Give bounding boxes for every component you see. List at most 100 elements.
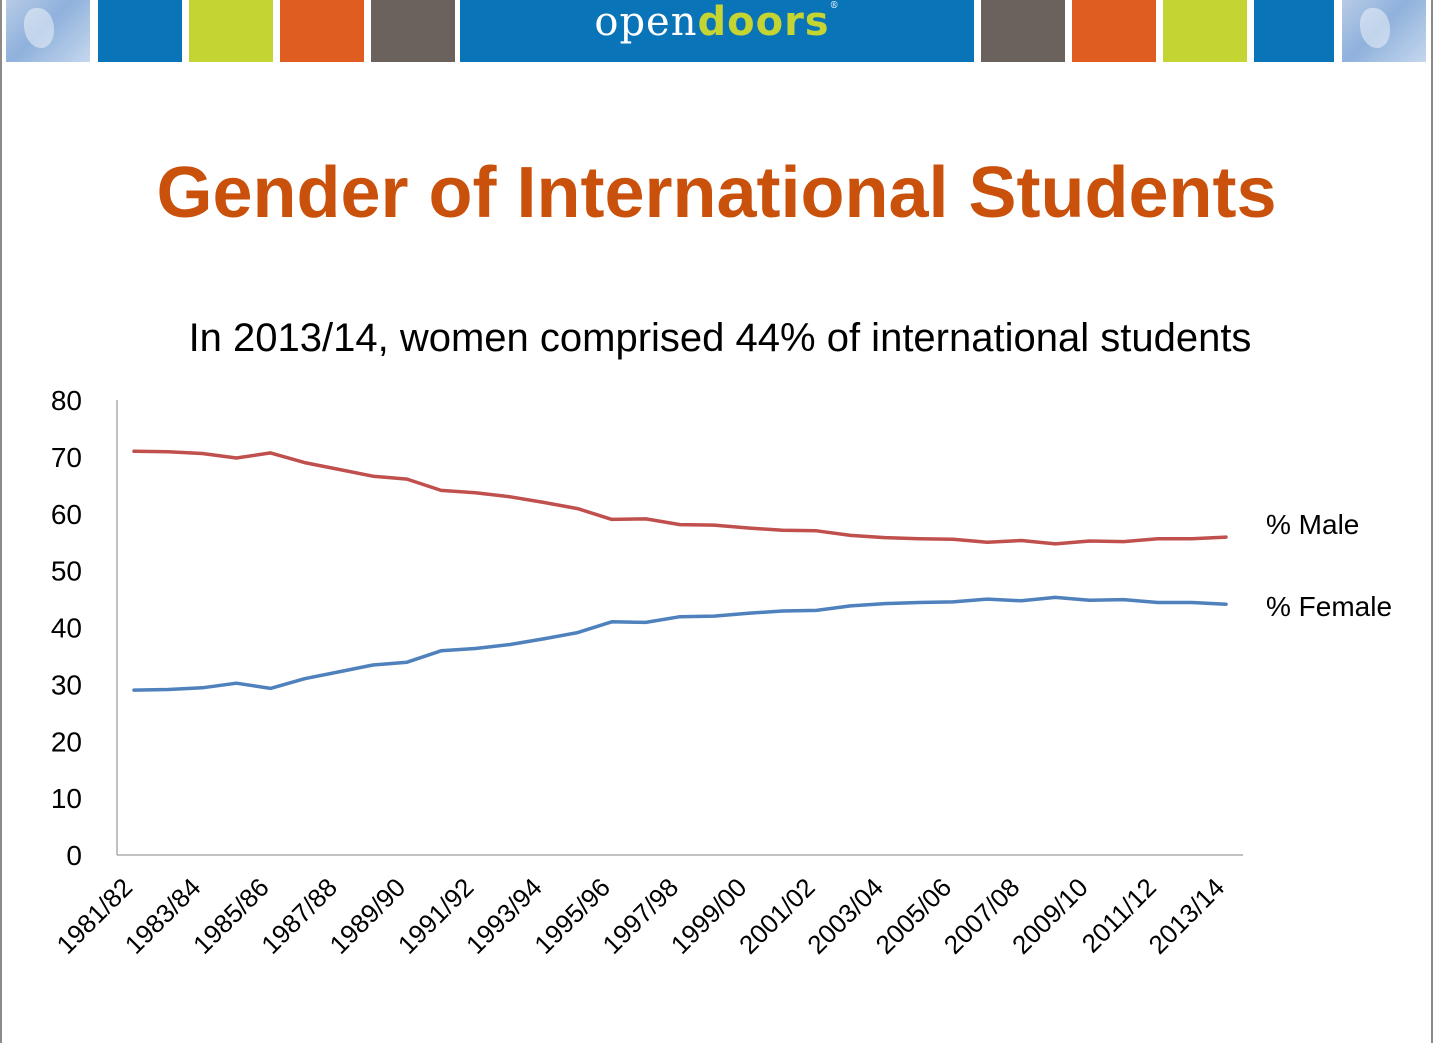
female-data-point: [644, 620, 648, 624]
female-data-point: [985, 597, 989, 601]
registered-mark: ®: [829, 1, 840, 11]
female-data-point: [1190, 600, 1194, 604]
male-data-point: [234, 456, 238, 460]
female-data-point: [917, 600, 921, 604]
male-data-point: [883, 536, 887, 540]
female-data-point: [883, 602, 887, 606]
opendoors-logo-box: opendoors®: [460, 0, 974, 62]
male-data-point: [1088, 539, 1091, 543]
slide-border-left: [0, 0, 2, 1043]
female-data-point: [780, 609, 784, 613]
male-series-label: % Male: [1266, 509, 1359, 540]
female-data-point: [337, 670, 341, 674]
orange-tile: [280, 0, 364, 62]
blue-tile-right: [1254, 0, 1334, 62]
female-data-point: [1122, 598, 1126, 602]
blue-tile: [98, 0, 182, 62]
male-data-point: [780, 528, 784, 532]
x-tick-label: 1997/98: [597, 872, 685, 960]
male-data-point: [542, 500, 545, 504]
female-data-point: [405, 660, 409, 664]
male-data-point: [439, 488, 443, 492]
x-tick-label: 1995/96: [528, 872, 616, 960]
female-data-point: [439, 649, 443, 653]
series-labels: % Male % Female: [1266, 509, 1392, 622]
male-data-point: [269, 451, 272, 455]
slide-title: Gender of International Students: [156, 153, 1277, 233]
world-map-tile-left: [6, 0, 90, 62]
male-data-point: [337, 467, 341, 471]
female-data-point: [269, 686, 272, 690]
chart-axes: [116, 400, 1243, 856]
male-data-point: [678, 523, 682, 527]
x-tick-label: 1987/88: [255, 872, 343, 960]
male-data-point: [815, 529, 818, 533]
female-data-point: [542, 637, 545, 641]
female-data-point: [1088, 598, 1091, 602]
male-series-line: [132, 449, 1228, 546]
female-data-point: [507, 643, 511, 647]
female-data-point: [473, 647, 477, 651]
male-data-point: [200, 451, 204, 455]
male-data-point: [1224, 535, 1228, 539]
male-data-point: [985, 540, 989, 544]
female-data-point: [1156, 600, 1160, 604]
y-tick-label: 70: [51, 442, 82, 473]
x-tick-label: 2003/04: [801, 872, 889, 960]
male-data-point: [473, 491, 477, 495]
male-data-point: [1053, 542, 1057, 546]
female-data-point: [234, 681, 238, 685]
x-axis-ticks: 1981/821983/841985/861987/881989/901991/…: [51, 872, 1231, 960]
female-data-point: [166, 687, 170, 691]
y-tick-label: 50: [51, 556, 82, 587]
logo-open-text: open: [594, 0, 698, 45]
female-data-point: [1224, 602, 1228, 606]
female-data-point: [576, 631, 580, 635]
world-map-tile-right: [1342, 0, 1426, 62]
female-data-point: [815, 608, 818, 612]
y-tick-label: 20: [51, 726, 82, 757]
x-tick-label: 2013/14: [1143, 872, 1231, 960]
female-data-point: [132, 688, 136, 692]
male-data-point: [371, 474, 375, 478]
female-data-point: [1053, 595, 1057, 599]
female-data-point: [746, 611, 750, 615]
chart-title: In 2013/14, women comprised 44% of inter…: [188, 316, 1252, 360]
y-axis-ticks: 0 10 20 30 40 50 60 70 80: [51, 385, 82, 871]
x-tick-label: 1981/82: [51, 872, 139, 960]
male-data-point: [644, 517, 648, 521]
slide-border-right: [1431, 0, 1433, 1043]
x-tick-label: 1989/90: [324, 872, 412, 960]
gray-tile: [371, 0, 455, 62]
female-data-point: [951, 600, 955, 604]
male-data-point: [1122, 540, 1126, 544]
female-series-label: % Female: [1266, 591, 1392, 622]
series-lines: [132, 449, 1228, 692]
gray-tile-right: [981, 0, 1065, 62]
green-tile: [189, 0, 273, 62]
x-tick-label: 2007/08: [938, 872, 1026, 960]
male-data-point: [849, 533, 853, 537]
male-data-point: [132, 449, 136, 453]
green-tile-right: [1163, 0, 1247, 62]
logo-doors-text: doors: [697, 0, 830, 45]
male-data-point: [610, 517, 614, 521]
x-tick-label: 2009/10: [1006, 872, 1094, 960]
y-tick-label: 10: [51, 783, 82, 814]
female-data-point: [303, 677, 307, 681]
male-data-point: [917, 537, 921, 541]
y-tick-label: 60: [51, 499, 82, 530]
gender-line-chart: 0 10 20 30 40 50 60 70 80 1981/821983/841985/861…: [51, 385, 1392, 960]
male-data-point: [746, 526, 750, 530]
y-tick-label: 0: [66, 840, 82, 871]
y-tick-label: 30: [51, 669, 82, 700]
opendoors-banner: opendoors®: [0, 0, 1433, 64]
y-tick-label: 80: [51, 385, 82, 416]
x-tick-label: 1983/84: [119, 872, 207, 960]
x-tick-label: 1993/94: [460, 872, 548, 960]
male-data-point: [1156, 537, 1160, 541]
male-data-point: [712, 523, 716, 527]
male-data-point: [576, 507, 580, 511]
male-data-point: [507, 495, 511, 499]
y-tick-label: 40: [51, 613, 82, 644]
